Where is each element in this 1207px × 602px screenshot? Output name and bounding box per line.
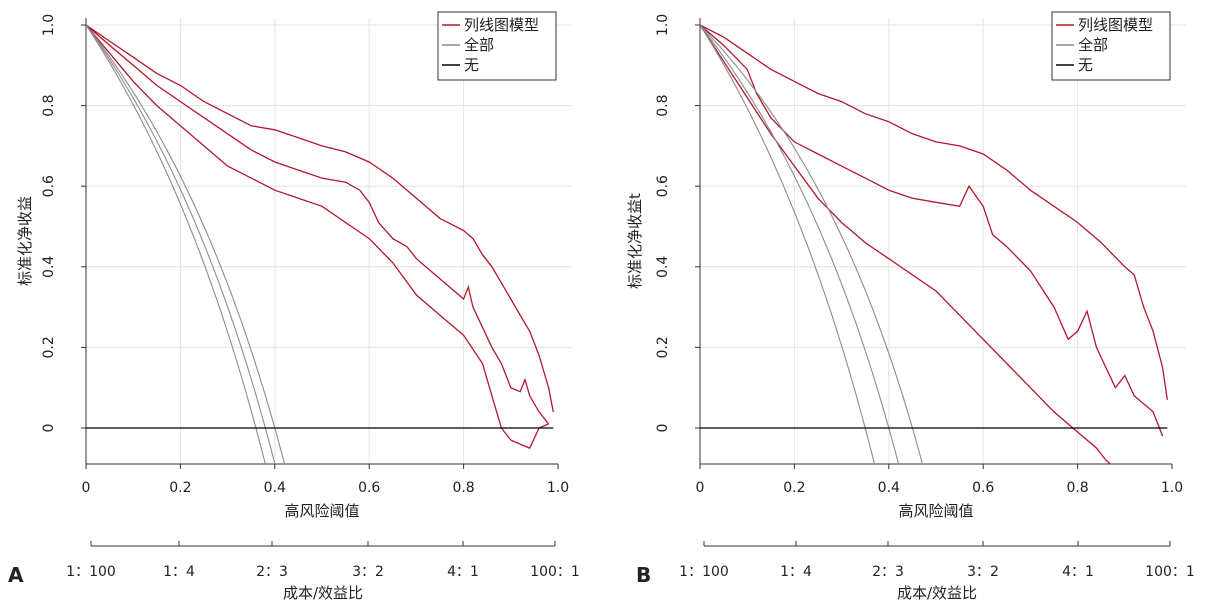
cost-tick-label: 4：1: [447, 564, 479, 580]
panel-letter: A: [8, 563, 24, 587]
treat-all-curve: [700, 24, 876, 464]
y-tick-label: 0.4: [41, 256, 57, 278]
y-tick-label: 0.6: [41, 175, 57, 197]
chart-panel-a: 0 0.2 0.4 0.6 0.8 1.0 0 0.2 0.4 0.6 0.8 1.0 高风险阈值 标准化…: [8, 11, 580, 602]
legend-label: 无: [464, 56, 479, 74]
x-tick-label: 1.0: [547, 480, 569, 496]
x-axis-label: 高风险阈值: [284, 502, 359, 520]
x-tick-label: 0: [696, 480, 705, 496]
x-axis-label: 高风险阈值: [898, 502, 973, 520]
treat-all-curve: [700, 24, 900, 464]
y-tick-label: 0.6: [655, 175, 671, 197]
legend-label: 列线图模型: [464, 16, 539, 34]
cost-tick-label: 1：100: [679, 564, 729, 580]
y-tick-label: 0: [41, 424, 57, 433]
panel-letter: B: [636, 563, 651, 587]
legend-label: 无: [1078, 56, 1093, 74]
legend-box: [437, 11, 557, 81]
nomogram-curve: [700, 24, 1164, 437]
y-axis-label: 标准化净收益t: [626, 193, 644, 289]
nomogram-curve: [86, 24, 549, 449]
y-tick-label: 0: [655, 424, 671, 433]
cost-tick-label: 1：4: [163, 564, 195, 580]
x-tick-label: 0.8: [1066, 480, 1088, 496]
treat-all-curve: [700, 24, 923, 464]
y-tick-label: 0.2: [655, 336, 671, 358]
x-tick-label: 0.6: [972, 480, 994, 496]
legend-label: 全部: [1078, 36, 1108, 54]
cost-axis-label: 成本/效益比: [283, 584, 363, 602]
cost-tick-label: 1：4: [780, 564, 812, 580]
cost-tick-label: 100：1: [1145, 564, 1195, 580]
y-tick-label: 1.0: [41, 14, 57, 36]
cost-tick-label: 3：2: [352, 564, 384, 580]
cost-tick-label: 4：1: [1062, 564, 1094, 580]
nomogram-curve: [86, 24, 550, 425]
legend-label: 全部: [464, 36, 494, 54]
y-tick-label: 0.8: [655, 94, 671, 116]
nomogram-curve: [700, 24, 1168, 400]
cost-tick-label: 3：2: [967, 564, 999, 580]
x-tick-label: 0.4: [264, 480, 286, 496]
cost-tick-label: 2：3: [872, 564, 904, 580]
cost-tick-label: 1：100: [66, 564, 116, 580]
x-tick-label: 0.8: [452, 480, 474, 496]
x-tick-label: 0: [82, 480, 91, 496]
treat-all-curve: [86, 24, 276, 464]
y-tick-label: 0.8: [41, 94, 57, 116]
legend-label: 列线图模型: [1078, 16, 1153, 34]
x-tick-label: 0.4: [878, 480, 900, 496]
x-tick-label: 0.2: [783, 480, 805, 496]
treat-all-curve: [86, 24, 266, 464]
y-tick-label: 1.0: [655, 14, 671, 36]
x-tick-label: 0.6: [358, 480, 380, 496]
cost-tick-label: 2：3: [256, 564, 288, 580]
y-tick-label: 0.2: [41, 336, 57, 358]
x-tick-label: 0.2: [169, 480, 191, 496]
chart-panel-b: 0 0.2 0.4 0.6 0.8 1.0 0 0.2 0.4 0.6 0.8 1.0 高风险阈值 标准化…: [626, 11, 1195, 602]
y-tick-label: 0.4: [655, 256, 671, 278]
nomogram-curve: [86, 24, 554, 413]
cost-tick-label: 100：1: [530, 564, 580, 580]
cost-axis-label: 成本/效益比: [897, 584, 977, 602]
y-axis-label: 标准化净收益: [16, 196, 34, 286]
nomogram-curve: [700, 24, 1112, 464]
x-tick-label: 1.0: [1161, 480, 1183, 496]
treat-all-curve: [86, 24, 286, 464]
legend-box: [1051, 11, 1171, 81]
